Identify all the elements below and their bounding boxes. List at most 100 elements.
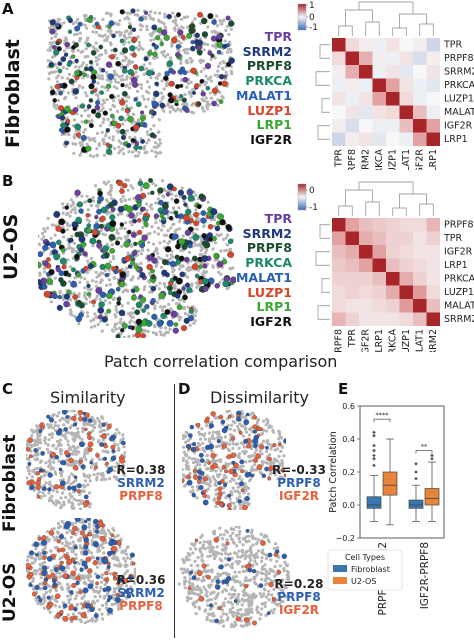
- cell-dot: [97, 419, 101, 423]
- cell-dot: [211, 545, 215, 549]
- transcript-dot: [159, 213, 165, 219]
- cell-dot: [51, 426, 55, 430]
- cell-dot: [231, 446, 235, 450]
- cell-dot: [84, 41, 88, 45]
- heatmap-cell: [413, 231, 427, 245]
- transcript-dot: [200, 91, 206, 97]
- transcript-dot: [71, 45, 76, 50]
- cell-dot: [123, 118, 127, 122]
- cell-dot: [93, 139, 97, 143]
- transcript-dot: [72, 88, 80, 95]
- cell-dot: [208, 76, 212, 80]
- cell-dot: [114, 327, 118, 331]
- heatmap-cell: [345, 78, 359, 92]
- transcript-dot: [181, 97, 187, 103]
- cell-dot: [199, 262, 203, 266]
- gene-label-igf2r: IGF2R: [250, 313, 292, 329]
- cell-dot: [49, 483, 53, 488]
- cell-dot: [195, 243, 199, 247]
- cell-dot: [232, 501, 236, 505]
- cell-dot: [203, 42, 207, 46]
- transcript-dot: [140, 333, 147, 338]
- heatmap-cell: [413, 285, 427, 299]
- transcript-dot: [217, 213, 224, 221]
- transcript-dot: [238, 430, 243, 435]
- cell-dot: [83, 23, 87, 27]
- cell-dot: [55, 76, 59, 80]
- cell-dot: [74, 521, 78, 525]
- cell-dot: [100, 329, 104, 333]
- dendrogram-branch: [419, 23, 434, 36]
- cell-dot: [131, 311, 135, 315]
- transcript-dot: [198, 485, 204, 491]
- cell-dot: [182, 582, 186, 586]
- cell-dot: [171, 298, 175, 302]
- transcript-dot: [177, 69, 184, 75]
- cell-dot: [108, 193, 113, 197]
- transcript-dot: [82, 251, 88, 257]
- cell-dot: [153, 11, 157, 15]
- cell-dot: [247, 486, 251, 490]
- cell-dot: [96, 549, 100, 554]
- cell-dot: [133, 320, 137, 324]
- cell-dot: [119, 65, 123, 69]
- transcript-dot: [183, 317, 190, 324]
- transcript-dot: [58, 467, 63, 472]
- cell-dot: [85, 297, 89, 301]
- cell-dot: [158, 151, 162, 155]
- transcript-dot: [88, 60, 94, 65]
- cell-dot: [154, 145, 158, 149]
- heatmap-cell: [413, 299, 427, 313]
- transcript-dot: [176, 12, 181, 18]
- cell-dot: [30, 428, 34, 432]
- cell-dot: [116, 470, 120, 474]
- cell-dot: [120, 74, 124, 78]
- cell-dot: [87, 475, 91, 480]
- cell-dot: [218, 280, 222, 284]
- heatmap-cell: [359, 105, 373, 119]
- cell-dot: [232, 428, 236, 432]
- cell-dot: [182, 473, 185, 477]
- dendrogram-branch: [321, 98, 330, 113]
- cell-dot: [56, 424, 60, 428]
- cell-dot: [72, 506, 76, 510]
- cell-dot: [46, 226, 50, 230]
- cell-dot: [115, 109, 120, 114]
- transcript-dot: [83, 66, 89, 72]
- transcript-dot: [252, 438, 259, 444]
- transcript-dot: [35, 470, 41, 476]
- cell-dot: [95, 475, 99, 479]
- cell-dot: [125, 83, 129, 87]
- cell-dot: [165, 233, 169, 238]
- cell-dot: [220, 537, 225, 541]
- cell-dot: [145, 67, 149, 71]
- cell-dot: [74, 552, 78, 557]
- cell-dot: [131, 275, 135, 279]
- heatmap-cell: [426, 92, 440, 106]
- heatmap-cell: [399, 65, 413, 79]
- transcript-dot: [253, 458, 258, 463]
- cell-dot: [256, 610, 260, 615]
- heatmap-cell: [399, 285, 413, 299]
- cell-dot: [247, 433, 251, 437]
- cell-dot: [48, 480, 52, 484]
- cell-dot: [71, 200, 75, 204]
- cell-dot: [114, 80, 118, 84]
- transcript-dot: [158, 292, 166, 300]
- cell-dot: [182, 299, 186, 304]
- cell-dot: [276, 477, 280, 481]
- cell-dot: [179, 567, 183, 571]
- cell-dot: [61, 296, 65, 300]
- cell-dot: [197, 268, 201, 272]
- cell-dot: [65, 67, 69, 71]
- cell-dot: [88, 505, 92, 509]
- cell-dot: [108, 283, 112, 287]
- transcript-dot: [179, 94, 184, 99]
- colorbar-tick-label: -1: [309, 23, 318, 33]
- cell-dot: [35, 432, 40, 436]
- cell-dot: [239, 441, 243, 445]
- cell-dot: [277, 430, 281, 434]
- transcript-dot: [79, 530, 85, 536]
- transcript-dot: [118, 115, 124, 122]
- cell-dot: [171, 19, 175, 23]
